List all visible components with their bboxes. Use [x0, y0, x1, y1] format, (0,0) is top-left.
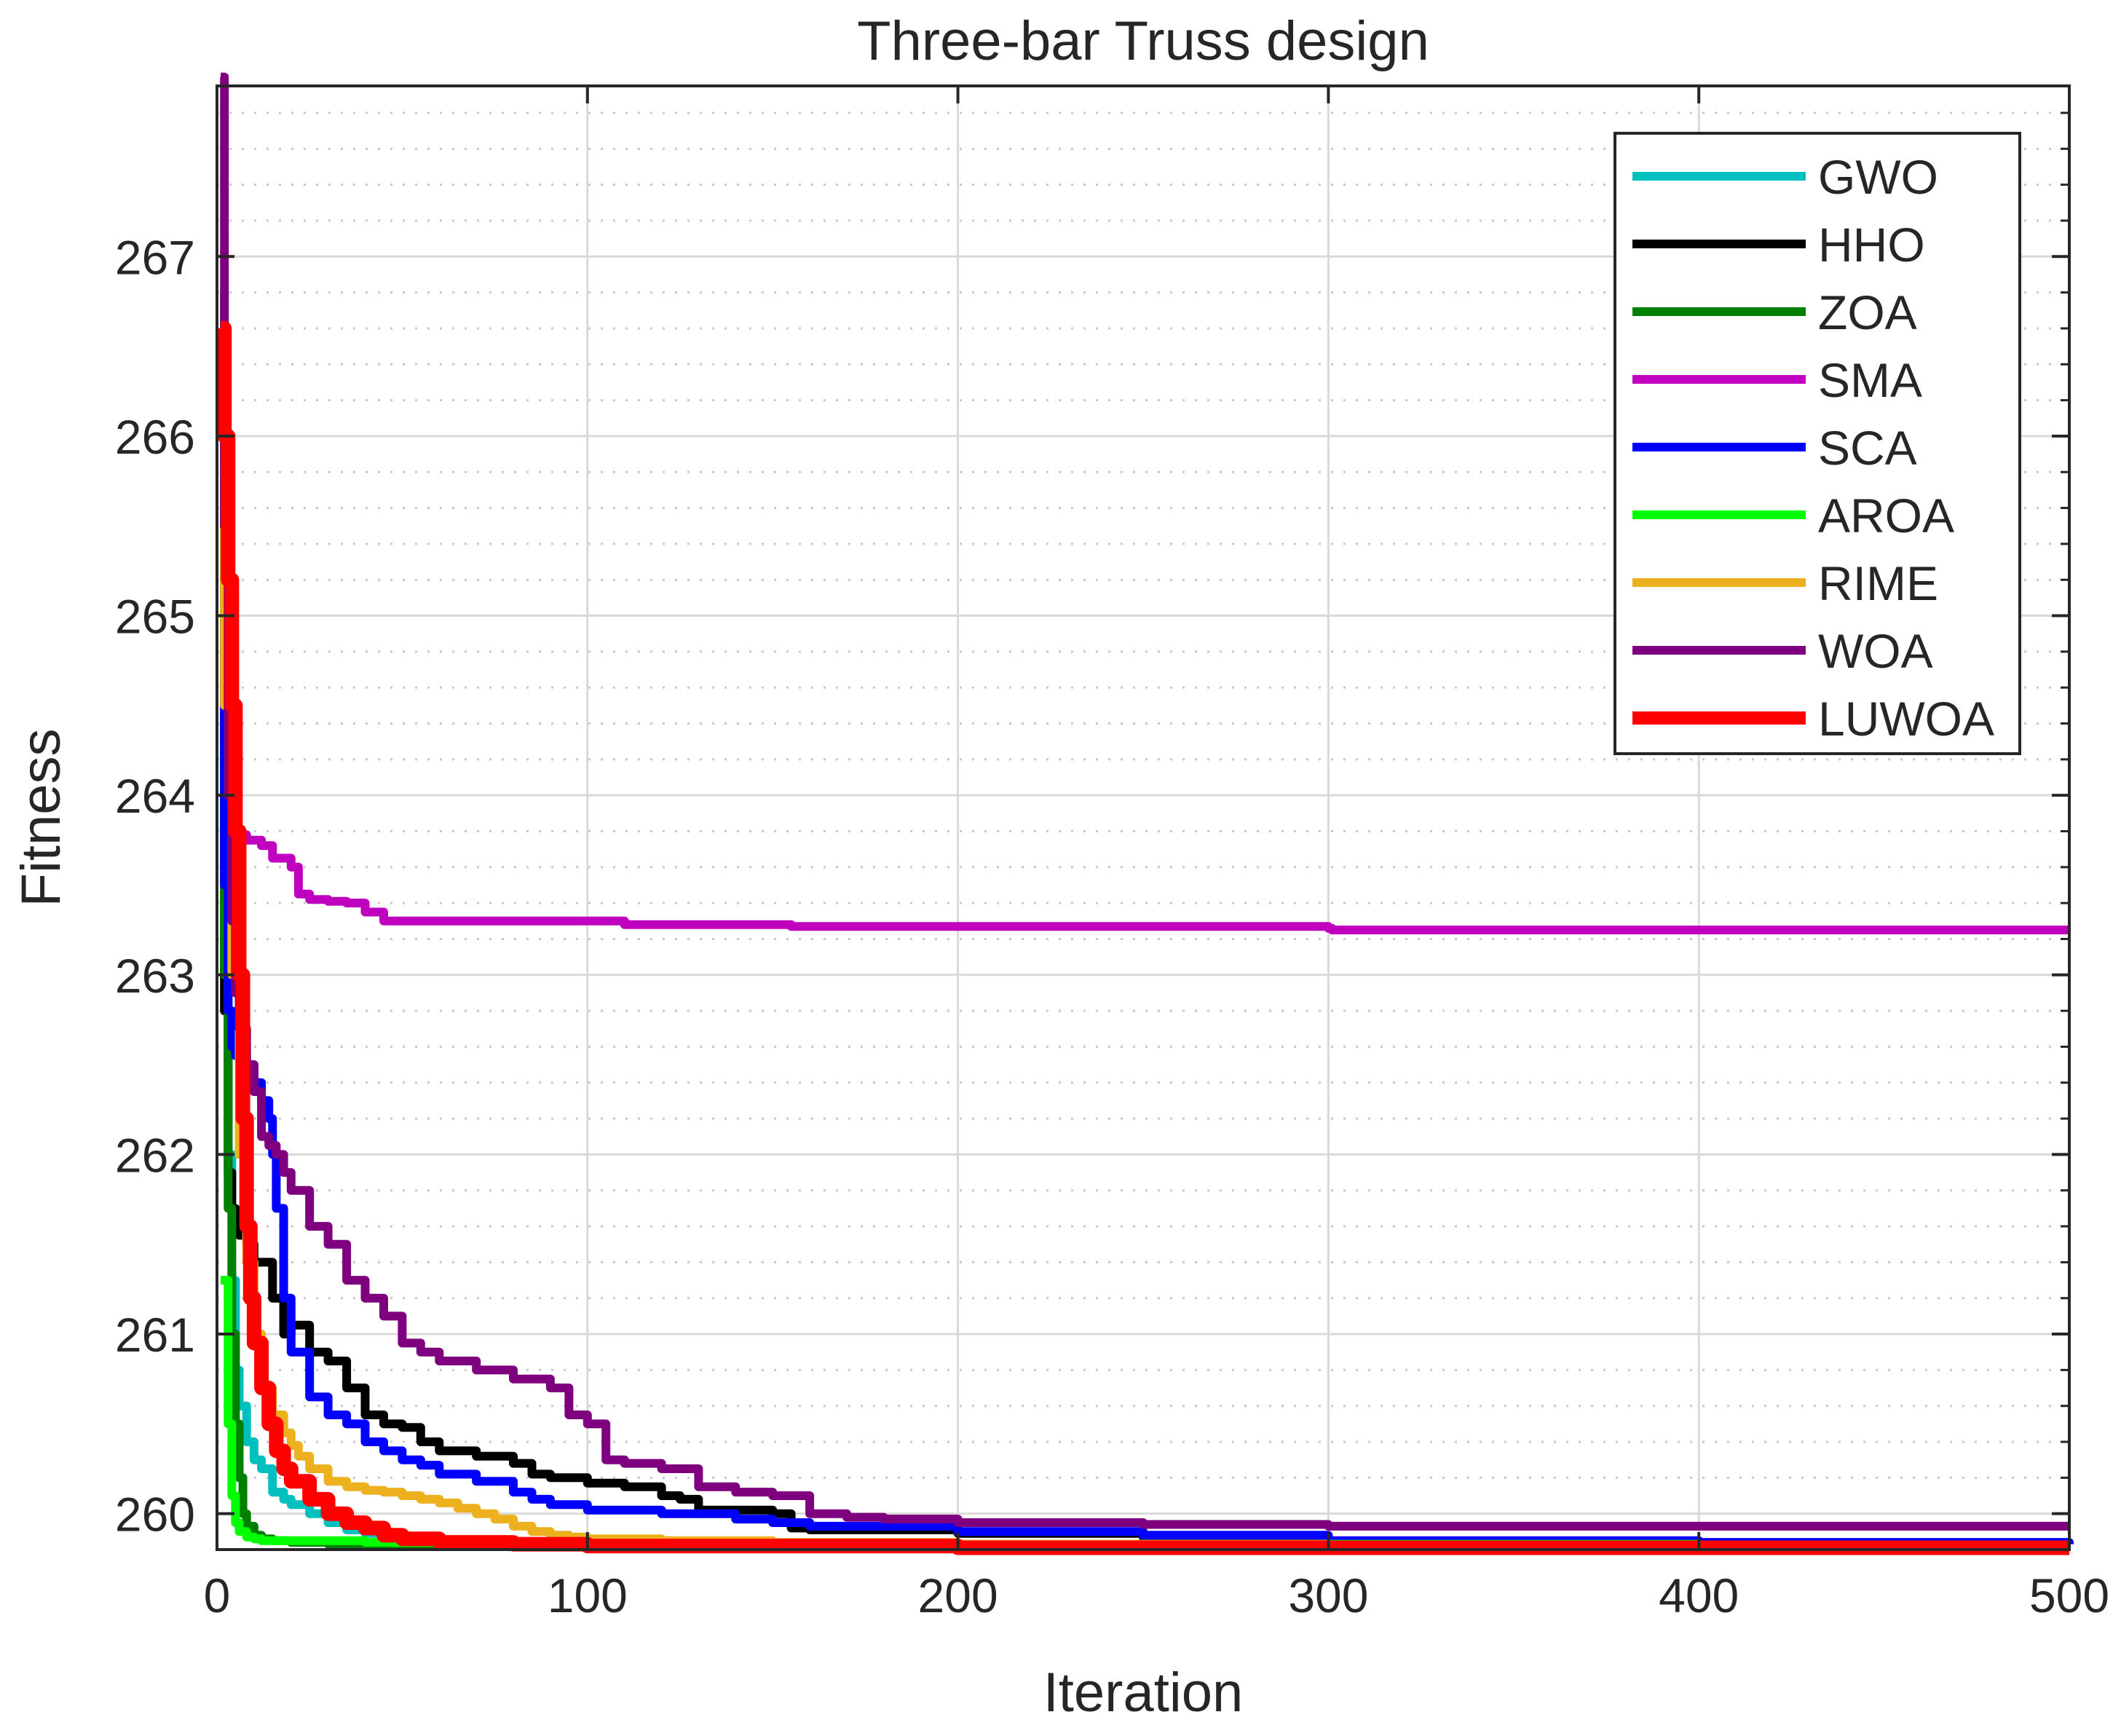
legend-label-gwo: GWO [1818, 150, 1938, 204]
legend-label-woa: WOA [1818, 624, 1933, 678]
x-tick-label: 300 [1288, 1569, 1368, 1622]
tick-labels: 0 100 200 300 400 500 260 261 262 263 264 265 266 267 [115, 230, 2109, 1622]
legend-label-sca: SCA [1818, 421, 1917, 475]
chart-title: Three-bar Truss design [857, 10, 1429, 72]
legend-label-zoa: ZOA [1818, 285, 1917, 339]
y-tick-label: 260 [115, 1488, 195, 1542]
legend-label-aroa: AROA [1818, 489, 1954, 542]
x-axis-label: Iteration [1043, 1662, 1244, 1724]
x-tick-label: 200 [918, 1569, 998, 1622]
y-tick-label: 262 [115, 1128, 195, 1182]
plot-frame [216, 84, 2071, 1551]
x-tick-label: 0 [204, 1569, 231, 1622]
y-tick-label: 266 [115, 410, 195, 464]
y-tick-label: 265 [115, 590, 195, 644]
x-tick-label: 400 [1659, 1569, 1739, 1622]
y-axis-label: Fitness [10, 729, 72, 907]
legend: GWO HHO ZOA SMA SCA AROA RIME WOA LUWOA [1614, 132, 2021, 755]
legend-label-luwoa: LUWOA [1818, 692, 1994, 746]
series-line-luwoa [217, 320, 2069, 1555]
legend-label-hho: HHO [1818, 218, 1925, 272]
y-tick-label: 261 [115, 1308, 195, 1362]
x-tick-label: 100 [548, 1569, 628, 1622]
y-tick-label: 264 [115, 769, 195, 823]
series-lines [217, 72, 2074, 1555]
ticks [216, 86, 2071, 1551]
series-line-woa [220, 72, 2069, 1531]
legend-label-rime: RIME [1818, 556, 1938, 610]
y-tick-label: 267 [115, 230, 195, 284]
x-tick-label: 500 [2029, 1569, 2109, 1622]
y-tick-label: 263 [115, 949, 195, 1003]
legend-label-sma: SMA [1818, 353, 1922, 407]
